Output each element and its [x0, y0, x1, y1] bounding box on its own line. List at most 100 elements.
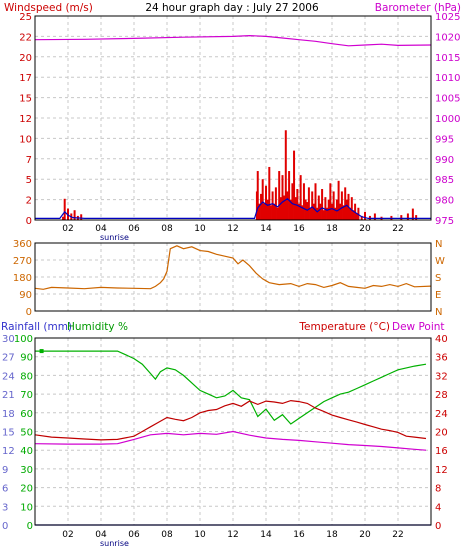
y-tick-baro-0-9: 1020	[435, 32, 460, 43]
y-tick-baro-0-5: 1000	[435, 114, 460, 125]
x-tick-0-06: 06	[128, 224, 140, 234]
y-tick-wind-0-0: 0	[26, 216, 32, 227]
humidity-marker	[39, 349, 44, 354]
x-tick-0-16: 16	[293, 224, 305, 234]
x-tick-2-02: 02	[62, 530, 73, 540]
y-tick-humidity-2-6: 60	[20, 409, 33, 420]
y-tick-baro-0-6: 1005	[435, 94, 460, 105]
x-tick-0-02: 02	[62, 224, 73, 234]
y-tick-humidity-2-5: 50	[20, 428, 33, 439]
windspeed-label: Windspeed (m/s)	[4, 2, 93, 14]
y-tick-deg-1-3: 270	[13, 256, 32, 267]
x-tick-2-12: 12	[227, 530, 238, 540]
barometer-label: Barometer (hPa)	[375, 2, 461, 14]
y-tick-humidity-2-8: 80	[20, 371, 33, 382]
y-tick-baro-0-1: 980	[435, 196, 454, 207]
y-tick-baro-0-4: 995	[435, 134, 454, 145]
y-tick-rain-2-5: 15	[2, 428, 15, 439]
x-tick-0-10: 10	[194, 224, 206, 234]
y-tick-temp-2-6: 24	[435, 409, 448, 420]
y-tick-temp-2-8: 32	[435, 371, 448, 382]
y-tick-temp-2-1: 4	[435, 502, 441, 513]
y-tick-wind-0-8: 20	[19, 53, 32, 64]
y-tick-compass-1-0: N	[435, 307, 442, 318]
plot-frame-1	[34, 242, 432, 312]
y-tick-humidity-2-2: 20	[20, 484, 33, 495]
y-tick-compass-1-1: E	[435, 290, 441, 301]
humidity-line	[35, 350, 427, 425]
sunrise-label-bottom: sunrise	[100, 539, 129, 548]
y-tick-temp-2-9: 36	[435, 353, 448, 364]
y-tick-rain-2-4: 12	[2, 446, 15, 457]
barometer-line	[34, 34, 432, 47]
y-tick-temp-2-7: 28	[435, 390, 448, 401]
series-layer	[34, 34, 432, 526]
y-tick-deg-1-2: 180	[13, 273, 32, 284]
x-tick-2-22: 22	[392, 530, 403, 540]
y-tick-humidity-2-3: 30	[20, 465, 33, 476]
grid-layer	[35, 16, 431, 525]
y-tick-rain-2-9: 27	[2, 353, 15, 364]
y-tick-wind-0-6: 15	[19, 94, 32, 105]
x-tick-0-04: 04	[95, 224, 107, 234]
y-tick-temp-2-4: 16	[435, 446, 448, 457]
y-tick-wind-0-7: 17	[19, 73, 32, 84]
windspeed-line	[35, 198, 431, 219]
y-tick-baro-0-7: 1010	[435, 73, 460, 84]
x-tick-2-08: 08	[161, 530, 173, 540]
y-tick-temp-2-2: 8	[435, 484, 441, 495]
sunrise-label-top: sunrise	[100, 233, 129, 242]
x-tick-2-04: 04	[95, 530, 107, 540]
y-tick-humidity-2-7: 70	[20, 390, 33, 401]
y-tick-humidity-2-0: 0	[27, 521, 33, 532]
y-tick-deg-1-1: 90	[19, 290, 32, 301]
y-tick-rain-2-6: 18	[2, 409, 15, 420]
y-tick-wind-0-9: 22	[19, 32, 32, 43]
y-tick-compass-1-3: W	[435, 256, 445, 267]
y-tick-humidity-2-4: 40	[20, 446, 33, 457]
x-tick-2-20: 20	[359, 530, 371, 540]
plot-frame-0	[34, 15, 432, 221]
temperature-label: Temperature (°C)	[298, 321, 390, 333]
y-tick-rain-2-8: 24	[2, 371, 15, 382]
y-tick-compass-1-4: N	[435, 239, 442, 250]
x-tick-0-14: 14	[260, 224, 272, 234]
y-tick-rain-2-7: 21	[2, 390, 15, 401]
y-tick-humidity-2-1: 10	[20, 502, 33, 513]
y-tick-temp-2-0: 0	[435, 521, 441, 532]
y-tick-baro-0-3: 990	[435, 155, 454, 166]
y-tick-baro-0-10: 1025	[435, 12, 460, 23]
dewpoint-line	[34, 430, 427, 451]
y-tick-humidity-2-9: 90	[20, 353, 33, 364]
y-tick-rain-2-2: 6	[2, 484, 8, 495]
x-tick-2-10: 10	[194, 530, 206, 540]
y-tick-rain-2-1: 3	[2, 502, 8, 513]
frame-layer	[34, 15, 432, 526]
y-tick-baro-0-8: 1015	[435, 53, 460, 64]
chart-title: 24 hour graph day : July 27 2006	[145, 2, 319, 14]
y-tick-wind-0-1: 2	[26, 196, 32, 207]
wind-direction-line	[34, 245, 432, 290]
temperature-line	[34, 399, 427, 441]
y-tick-temp-2-3: 12	[435, 465, 448, 476]
x-tick-2-16: 16	[293, 530, 305, 540]
y-tick-rain-2-10: 30	[2, 334, 15, 345]
tick-layer: 0257101215172022259759809859909951000100…	[2, 12, 460, 540]
y-tick-baro-0-2: 985	[435, 175, 454, 186]
x-tick-0-08: 08	[161, 224, 173, 234]
plot-frame-2	[34, 337, 432, 526]
x-tick-0-22: 22	[392, 224, 403, 234]
x-tick-2-14: 14	[260, 530, 272, 540]
y-tick-wind-0-2: 5	[26, 175, 32, 186]
y-tick-humidity-2-10: 100	[14, 334, 33, 345]
x-tick-0-12: 12	[227, 224, 238, 234]
x-tick-2-06: 06	[128, 530, 140, 540]
humidity-label: Humidity %	[67, 321, 128, 333]
x-tick-0-18: 18	[326, 224, 338, 234]
y-tick-deg-1-0: 0	[26, 307, 32, 318]
x-tick-0-20: 20	[359, 224, 371, 234]
y-tick-deg-1-4: 360	[13, 239, 32, 250]
y-tick-compass-1-2: S	[435, 273, 441, 284]
y-tick-temp-2-5: 20	[435, 428, 448, 439]
